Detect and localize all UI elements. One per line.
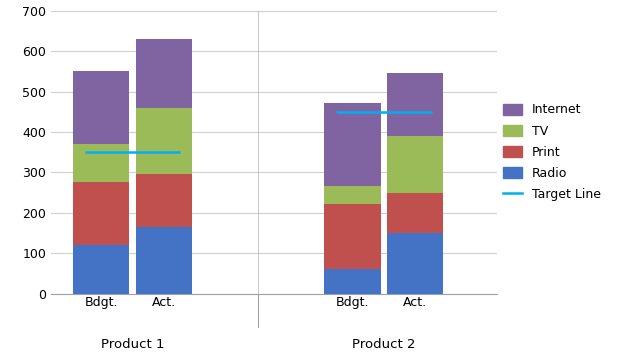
Text: Product 2: Product 2	[352, 338, 415, 351]
Bar	[73, 144, 129, 183]
Bar	[324, 186, 381, 204]
Bar	[73, 183, 129, 245]
Bar	[387, 233, 443, 294]
Legend: Internet, TV, Print, Radio, Target Line: Internet, TV, Print, Radio, Target Line	[503, 103, 601, 201]
Bar	[324, 103, 381, 186]
Bar	[73, 245, 129, 294]
Bar	[136, 174, 192, 227]
Bar	[136, 108, 192, 174]
Bar	[324, 268, 381, 294]
Bar	[324, 204, 381, 268]
Bar	[387, 73, 443, 136]
Bar	[387, 136, 443, 193]
Bar	[136, 39, 192, 108]
Bar	[136, 227, 192, 294]
Bar	[387, 193, 443, 233]
Bar	[73, 71, 129, 144]
Text: Product 1: Product 1	[101, 338, 164, 351]
